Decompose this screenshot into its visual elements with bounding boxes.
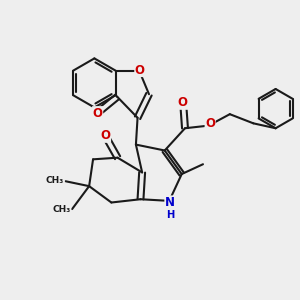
Text: O: O — [178, 96, 188, 109]
Text: O: O — [100, 129, 110, 142]
Text: O: O — [135, 64, 145, 76]
Text: O: O — [205, 118, 215, 130]
Text: H: H — [166, 210, 174, 220]
Text: CH₃: CH₃ — [46, 176, 64, 185]
Text: CH₃: CH₃ — [52, 205, 71, 214]
Text: N: N — [165, 196, 175, 209]
Text: O: O — [93, 107, 103, 120]
